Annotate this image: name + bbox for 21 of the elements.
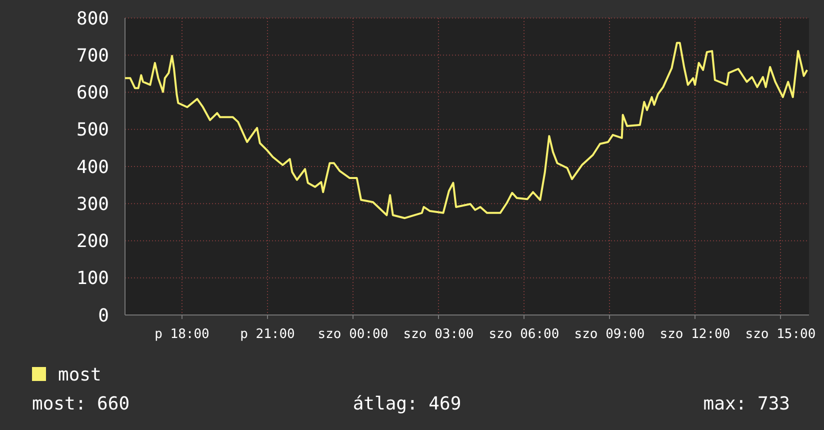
- y-tick-label: 800: [76, 8, 109, 30]
- x-tick-label: szo 12:00: [660, 327, 730, 342]
- y-tick-label: 0: [98, 305, 109, 326]
- y-tick-label: 700: [76, 45, 109, 66]
- x-tick-label: szo 09:00: [574, 327, 645, 342]
- y-tick-label: 500: [76, 120, 109, 141]
- x-tick-label: szo 06:00: [488, 327, 560, 342]
- x-tick-label: szo 00:00: [318, 327, 388, 342]
- y-tick-label: 300: [76, 194, 109, 215]
- x-tick-label: szo 03:00: [403, 327, 474, 342]
- text: max: 733: [703, 393, 790, 414]
- text: most: 660: [32, 393, 130, 414]
- y-tick-label: 100: [76, 268, 109, 290]
- legend-label: most: [58, 364, 102, 386]
- x-tick-label: p 18:00: [154, 327, 210, 342]
- text: átlag: 469: [352, 393, 462, 414]
- x-tick-label: p 21:00: [240, 327, 295, 342]
- y-tick-label: 600: [76, 82, 109, 104]
- x-tick-label: szo 15:00: [745, 327, 816, 342]
- y-tick-label: 400: [76, 156, 109, 178]
- y-tick-label: 200: [76, 231, 109, 252]
